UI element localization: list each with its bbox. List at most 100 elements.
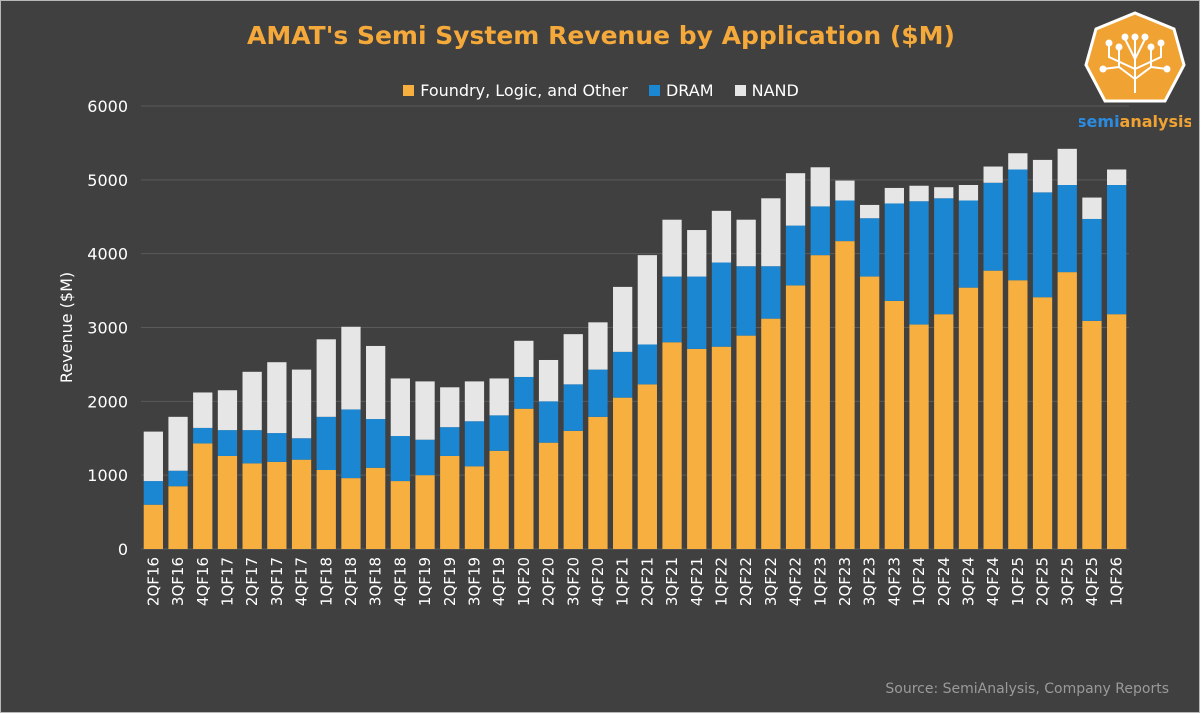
semianalysis-logo: semianalysis xyxy=(1079,11,1191,131)
bar-segment-nand xyxy=(588,322,608,370)
x-tick-label: 4QF22 xyxy=(787,557,805,606)
x-tick-label: 1QF18 xyxy=(317,557,335,606)
bar-segment-nand xyxy=(267,362,287,434)
bar-segment-dram xyxy=(1057,185,1077,273)
bar-segment-nand xyxy=(193,392,213,428)
x-tick-label: 1QF24 xyxy=(910,557,928,606)
bar-segment-nand xyxy=(341,326,361,410)
bar-segment-nand xyxy=(785,173,806,226)
bar-segment-foundry xyxy=(588,416,608,549)
bar-segment-dram xyxy=(217,430,238,456)
legend-label-foundry: Foundry, Logic, and Other xyxy=(420,81,628,100)
bar-segment-foundry xyxy=(687,348,707,549)
bar-segment-dram xyxy=(415,439,435,476)
legend-swatch-nand xyxy=(734,85,746,96)
x-tick-label: 2QF20 xyxy=(540,557,558,606)
x-tick-label: 3QF22 xyxy=(762,557,780,606)
y-tick-label: 5000 xyxy=(87,171,128,190)
bar-segment-dram xyxy=(983,182,1003,271)
bar-segment-nand xyxy=(687,230,707,277)
bar-segment-foundry xyxy=(934,314,954,549)
bar-segment-foundry xyxy=(464,466,485,549)
bar-segment-nand xyxy=(909,185,929,202)
bar-segment-nand xyxy=(538,359,559,402)
x-tick-label: 1QF23 xyxy=(811,557,829,606)
bar-segment-foundry xyxy=(785,285,806,549)
bar-segment-foundry xyxy=(168,486,188,549)
bar-segment-nand xyxy=(1032,159,1053,193)
bar-segment-nand xyxy=(613,286,633,352)
y-tick-label: 6000 xyxy=(87,97,128,116)
bar-segment-nand xyxy=(1057,148,1077,186)
bar-segment-nand xyxy=(934,187,954,199)
bar-segment-dram xyxy=(316,416,336,470)
chart-title: AMAT's Semi System Revenue by Applicatio… xyxy=(247,21,955,50)
x-tick-label: 1QF26 xyxy=(1108,557,1126,606)
x-tick-label: 4QF16 xyxy=(194,557,212,606)
legend-swatch-dram xyxy=(648,85,660,96)
x-tick-label: 4QF19 xyxy=(490,557,508,606)
bar-segment-nand xyxy=(637,255,657,345)
bar-segment-nand xyxy=(958,185,979,201)
bar-segment-nand xyxy=(860,204,880,219)
bar-segment-foundry xyxy=(316,469,336,549)
logo-text-semi: semi xyxy=(1079,112,1120,131)
x-tick-label: 1QF25 xyxy=(1009,557,1027,606)
logo-text-analysis: analysis xyxy=(1120,112,1191,131)
bar-segment-dram xyxy=(267,433,287,462)
bar-segment-dram xyxy=(761,266,781,319)
bar-segment-dram xyxy=(1032,192,1053,298)
x-tick-label: 3QF17 xyxy=(268,557,286,606)
x-tick-label: 2QF19 xyxy=(441,557,459,606)
x-tick-label: 2QF18 xyxy=(342,557,360,606)
bar-segment-foundry xyxy=(711,346,732,549)
bar-segment-foundry xyxy=(983,270,1003,549)
bar-segment-foundry xyxy=(390,481,410,549)
circuit-tree-icon xyxy=(1099,33,1171,93)
legend-label-dram: DRAM xyxy=(665,81,714,100)
bar-segment-foundry xyxy=(810,255,830,550)
x-tick-label: 4QF21 xyxy=(688,557,706,606)
bar-segment-dram xyxy=(613,351,633,398)
bar-segment-foundry xyxy=(1008,280,1028,549)
legend-item-nand: NAND xyxy=(734,81,799,100)
bar-segment-dram xyxy=(662,276,682,343)
bar-segment-dram xyxy=(193,427,213,444)
bar-segment-dram xyxy=(835,200,855,242)
logo-wordmark: semianalysis xyxy=(1079,112,1191,131)
x-tick-label: 4QF20 xyxy=(589,557,607,606)
bar-segment-dram xyxy=(860,218,880,277)
y-tick-label: 3000 xyxy=(87,319,128,338)
bar-segment-dram xyxy=(440,427,460,456)
bar-segment-nand xyxy=(884,187,904,204)
x-tick-label: 1QF20 xyxy=(515,557,533,606)
bar-segment-nand xyxy=(217,390,238,431)
bar-segment-nand xyxy=(440,387,460,428)
bar-segment-foundry xyxy=(884,300,904,549)
bar-segment-nand xyxy=(563,334,583,385)
x-tick-label: 3QF19 xyxy=(465,557,483,606)
bar-segment-dram xyxy=(785,225,806,286)
bar-segment-dram xyxy=(1082,218,1102,321)
y-tick-label: 0 xyxy=(118,540,128,559)
bar-segment-nand xyxy=(1107,169,1127,186)
bar-segment-dram xyxy=(143,481,163,505)
bar-segment-dram xyxy=(341,409,361,479)
bar-segment-foundry xyxy=(217,455,238,549)
bar-segment-dram xyxy=(1008,169,1028,281)
x-tick-label: 2QF24 xyxy=(935,557,953,606)
bar-segment-nand xyxy=(835,180,855,201)
bar-segment-foundry xyxy=(267,461,287,549)
x-tick-label: 3QF18 xyxy=(367,557,385,606)
bar-segment-foundry xyxy=(835,241,855,550)
bar-segment-foundry xyxy=(637,384,657,549)
bar-segment-dram xyxy=(168,470,188,487)
y-tick-label: 1000 xyxy=(87,466,128,485)
bar-segment-foundry xyxy=(242,463,262,549)
bar-segment-nand xyxy=(143,431,163,482)
x-tick-label: 2QF21 xyxy=(638,557,656,606)
x-tick-label: 3QF24 xyxy=(959,557,977,606)
bar-segment-nand xyxy=(415,381,435,440)
bar-segment-foundry xyxy=(613,397,633,549)
x-tick-label: 4QF17 xyxy=(293,557,311,606)
